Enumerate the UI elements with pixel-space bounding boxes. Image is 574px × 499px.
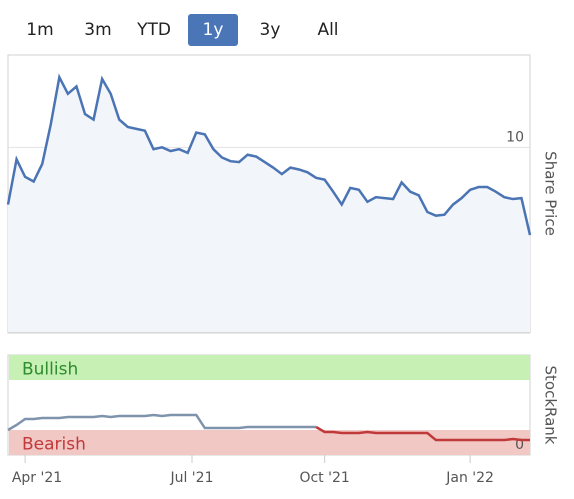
- rank-band: [9, 430, 530, 455]
- x-tick-label: Jan '22: [445, 470, 494, 486]
- range-button[interactable]: 1m: [26, 20, 53, 40]
- range-button-selected[interactable]: [188, 14, 238, 46]
- rank-line: [7, 413, 317, 432]
- band-label: Bullish: [22, 360, 78, 380]
- price-line: [6, 73, 532, 236]
- range-button[interactable]: All: [317, 20, 338, 40]
- y-tick-label: 10: [506, 129, 524, 145]
- y-axis-label: Share Price: [542, 151, 560, 236]
- range-button[interactable]: 1y: [203, 20, 224, 40]
- range-button[interactable]: 3m: [84, 20, 111, 40]
- x-tick-label: Jul '21: [169, 470, 213, 486]
- range-button[interactable]: YTD: [136, 20, 171, 40]
- rank-line: [315, 425, 530, 442]
- price-area: [8, 77, 530, 332]
- y-axis-label: StockRank: [542, 366, 560, 445]
- rank-band: [9, 355, 530, 380]
- x-tick-label: Apr '21: [12, 470, 62, 486]
- y-tick-label: 0: [515, 437, 524, 453]
- range-button[interactable]: 3y: [260, 20, 281, 40]
- band-label: Bearish: [22, 435, 86, 455]
- x-tick-label: Oct '21: [299, 470, 349, 486]
